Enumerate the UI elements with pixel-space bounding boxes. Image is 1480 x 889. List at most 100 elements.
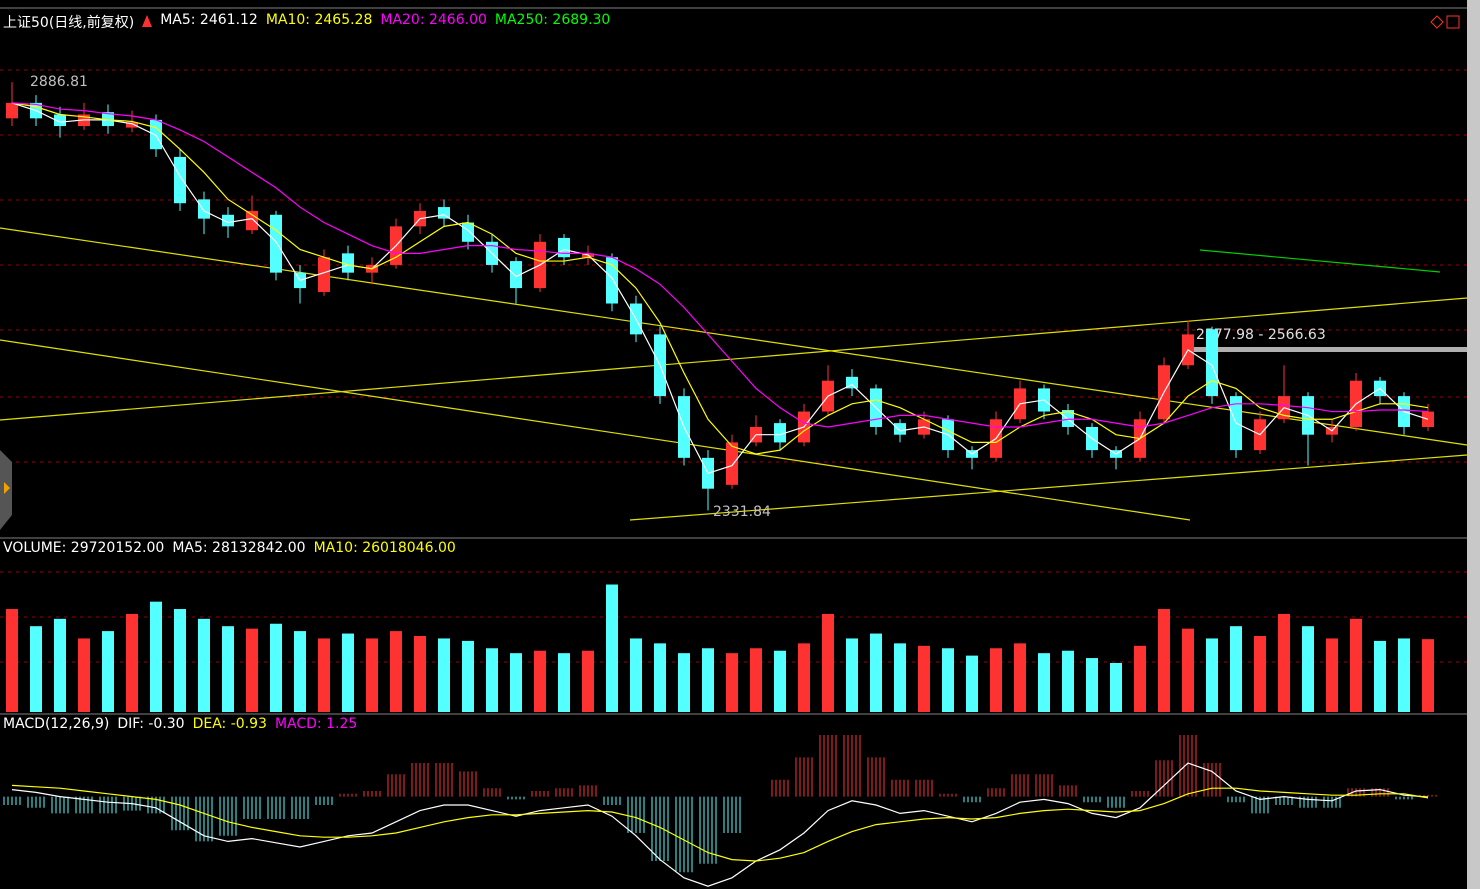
volume-bar — [342, 633, 354, 712]
volume-bar — [630, 638, 642, 712]
candle-body — [102, 112, 114, 127]
volume-bar — [30, 626, 42, 712]
volume-bar — [1398, 638, 1410, 712]
volume-bar — [462, 640, 474, 712]
low-label: 2331.84 — [713, 504, 771, 520]
volume-bar — [1302, 626, 1314, 712]
ma-line — [11, 102, 1429, 428]
candle-body — [774, 423, 786, 443]
volume-bar — [654, 643, 666, 712]
volume-bar — [78, 638, 90, 712]
ma-line — [11, 102, 1429, 474]
volume-bar — [726, 653, 738, 712]
candle-body — [558, 237, 570, 258]
candle-body — [894, 423, 906, 435]
volume-bar — [774, 650, 786, 712]
volume-bar — [1326, 638, 1338, 712]
volume-bar — [678, 653, 690, 712]
volume-bar — [966, 655, 978, 712]
volume-bar — [6, 609, 18, 712]
candle-body — [342, 253, 354, 273]
candle-body — [150, 119, 162, 150]
indicator-label: MA10: 2465.28 — [265, 12, 373, 28]
volume-bar — [510, 653, 522, 712]
volume-bar — [558, 653, 570, 712]
candle-body — [1422, 411, 1434, 427]
volume-bar — [270, 623, 282, 712]
volume-bar — [414, 636, 426, 712]
candle-body — [6, 102, 18, 119]
volume-bar — [822, 613, 834, 712]
price-legend: 上证50(日线,前复权) MA5: 2461.12 MA10: 2465.28 MA2… — [3, 12, 610, 32]
chart-title: 上证50(日线,前复权) — [3, 15, 135, 31]
volume-bar — [102, 631, 114, 712]
volume-bar — [606, 584, 618, 712]
volume-bar — [990, 648, 1002, 712]
volume-bar — [1230, 626, 1242, 712]
macd-legend-item: MACD(12,26,9) — [3, 716, 110, 732]
volume-bar — [942, 648, 954, 712]
volume-bar — [894, 643, 906, 712]
volume-bar — [1014, 643, 1026, 712]
volume-bar — [126, 613, 138, 712]
candle-body — [462, 222, 474, 242]
macd-legend: MACD(12,26,9) DIF: -0.30 DEA: -0.93 MACD: 1… — [3, 716, 357, 732]
macd-legend-item: MACD: 1.25 — [274, 716, 358, 732]
volume-bar — [1110, 662, 1122, 712]
ma-line — [11, 102, 1429, 455]
candle-body — [1206, 329, 1218, 397]
candle-body — [126, 122, 138, 128]
grid — [0, 69, 1467, 663]
candle-body — [318, 257, 330, 292]
macd-legend-item: DIF: -0.30 — [117, 716, 185, 732]
side-tab-arrow — [4, 482, 10, 494]
candle-body — [1062, 410, 1074, 427]
volume-bar — [318, 638, 330, 712]
candle-body — [174, 156, 186, 204]
volume-bar — [846, 638, 858, 712]
candle-body — [606, 257, 618, 304]
trend-lines — [0, 227, 1468, 521]
candle-body — [198, 199, 210, 219]
volume-legend-item: MA5: 28132842.00 — [172, 540, 306, 556]
volume-bar — [1086, 658, 1098, 712]
volume-bar — [1206, 638, 1218, 712]
volume-bar — [294, 631, 306, 712]
range-bar — [1190, 347, 1467, 352]
candle-body — [222, 214, 234, 227]
macd-line — [11, 762, 1429, 887]
volume-bar — [702, 648, 714, 712]
candle-body — [846, 376, 858, 389]
volume-bar — [750, 648, 762, 712]
volume-bar — [582, 650, 594, 712]
volume-bar — [438, 638, 450, 712]
volume-bar — [798, 643, 810, 712]
candle-body — [54, 114, 66, 127]
volume-bar — [486, 648, 498, 712]
volume-bar — [366, 638, 378, 712]
volume-bar — [534, 650, 546, 712]
volume-bar — [1038, 653, 1050, 712]
volume-legend: VOLUME: 29720152.00 MA5: 28132842.00 MA10:… — [3, 540, 456, 556]
macd-legend-item: DEA: -0.93 — [192, 716, 267, 732]
indicator-label: MA5: 2461.12 — [160, 12, 258, 28]
candle-body — [438, 207, 450, 219]
right-strip — [1467, 0, 1480, 889]
volume-legend-item: VOLUME: 29720152.00 — [3, 540, 165, 556]
macd-line — [11, 784, 1429, 862]
volume-legend-item: MA10: 26018046.00 — [313, 540, 456, 556]
window-button[interactable] — [1430, 15, 1444, 29]
volume-bar — [54, 618, 66, 712]
range-label: 2577.98 - 2566.63 — [1196, 327, 1326, 343]
volume-bar — [174, 609, 186, 712]
candle-body — [510, 261, 522, 289]
volume-bar — [918, 645, 930, 712]
window-button[interactable] — [1446, 15, 1460, 29]
volume-bar — [1254, 636, 1266, 712]
volume-bar — [198, 618, 210, 712]
candle-body — [246, 210, 258, 231]
volume-bar — [1374, 640, 1386, 712]
volume-bar — [1182, 628, 1194, 712]
